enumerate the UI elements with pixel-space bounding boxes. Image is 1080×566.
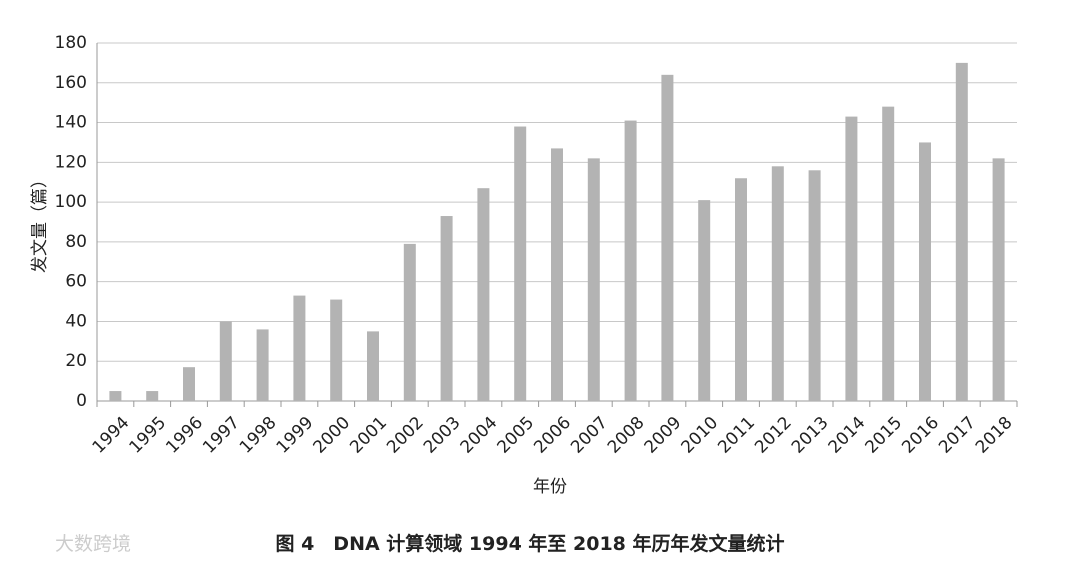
x-tick-label: 2000 xyxy=(309,413,354,458)
bar xyxy=(183,367,195,401)
bar xyxy=(477,188,490,401)
bar xyxy=(735,178,747,401)
y-tick-label: 120 xyxy=(55,152,87,172)
y-tick-label: 0 xyxy=(76,391,87,411)
y-tick-label: 140 xyxy=(55,113,87,133)
bar xyxy=(845,116,858,401)
y-tick-label: 20 xyxy=(65,351,87,371)
x-tick-label: 2001 xyxy=(346,413,391,458)
bar xyxy=(256,329,269,401)
x-tick-label: 2016 xyxy=(898,413,943,458)
x-tick-label: 2005 xyxy=(493,413,538,458)
x-tick-label: 2006 xyxy=(530,413,575,458)
bar xyxy=(992,158,1005,401)
bar xyxy=(109,391,122,401)
watermark: 大数跨境 xyxy=(55,533,131,555)
bar xyxy=(624,120,637,402)
bar xyxy=(367,331,379,401)
x-tick-label: 2008 xyxy=(604,413,649,458)
x-tick-label: 1999 xyxy=(273,413,318,458)
x-tick-label: 2004 xyxy=(457,413,502,458)
bar xyxy=(330,299,343,401)
x-tick-label: 1995 xyxy=(125,413,170,458)
x-tick-label: 2011 xyxy=(714,413,759,458)
y-tick-label: 60 xyxy=(65,272,87,292)
x-tick-label: 2012 xyxy=(751,413,796,458)
x-tick-label: 1996 xyxy=(162,413,207,458)
x-tick-label: 2009 xyxy=(641,413,686,458)
y-tick-label: 40 xyxy=(65,311,87,331)
bar xyxy=(771,166,784,401)
bar xyxy=(882,106,895,402)
bar xyxy=(219,321,232,401)
bar xyxy=(146,391,159,401)
x-tick-label: 1998 xyxy=(236,413,281,458)
bar xyxy=(440,216,453,401)
x-tick-label: 2017 xyxy=(935,413,980,458)
bar xyxy=(587,158,600,401)
bar xyxy=(661,74,674,402)
bar xyxy=(808,170,821,401)
x-tick-label: 2010 xyxy=(677,413,722,458)
bar xyxy=(403,243,416,401)
bar xyxy=(955,62,968,402)
x-tick-label: 2018 xyxy=(972,413,1017,458)
y-tick-label: 160 xyxy=(55,73,87,93)
bar xyxy=(698,200,711,401)
x-tick-label: 2002 xyxy=(383,413,428,458)
y-tick-label: 100 xyxy=(55,192,87,212)
x-axis-label: 年份 xyxy=(533,477,567,497)
bar xyxy=(551,148,563,401)
y-tick-label: 180 xyxy=(55,33,87,53)
x-tick-label: 2013 xyxy=(788,413,833,458)
x-tick-label: 2015 xyxy=(861,413,906,458)
y-tick-label: 80 xyxy=(65,232,87,252)
bar xyxy=(293,295,306,401)
x-tick-label: 2003 xyxy=(420,413,465,458)
chart-title: 图 4 DNA 计算领域 1994 年至 2018 年历年发文量统计 xyxy=(275,532,784,555)
y-axis-label: 发文量（篇） xyxy=(30,171,50,273)
x-tick-label: 2014 xyxy=(825,413,870,458)
x-tick-label: 2007 xyxy=(567,413,612,458)
bar xyxy=(919,142,931,401)
x-tick-label: 1997 xyxy=(199,413,244,458)
x-tick-label: 1994 xyxy=(89,413,134,458)
bar xyxy=(514,126,527,402)
